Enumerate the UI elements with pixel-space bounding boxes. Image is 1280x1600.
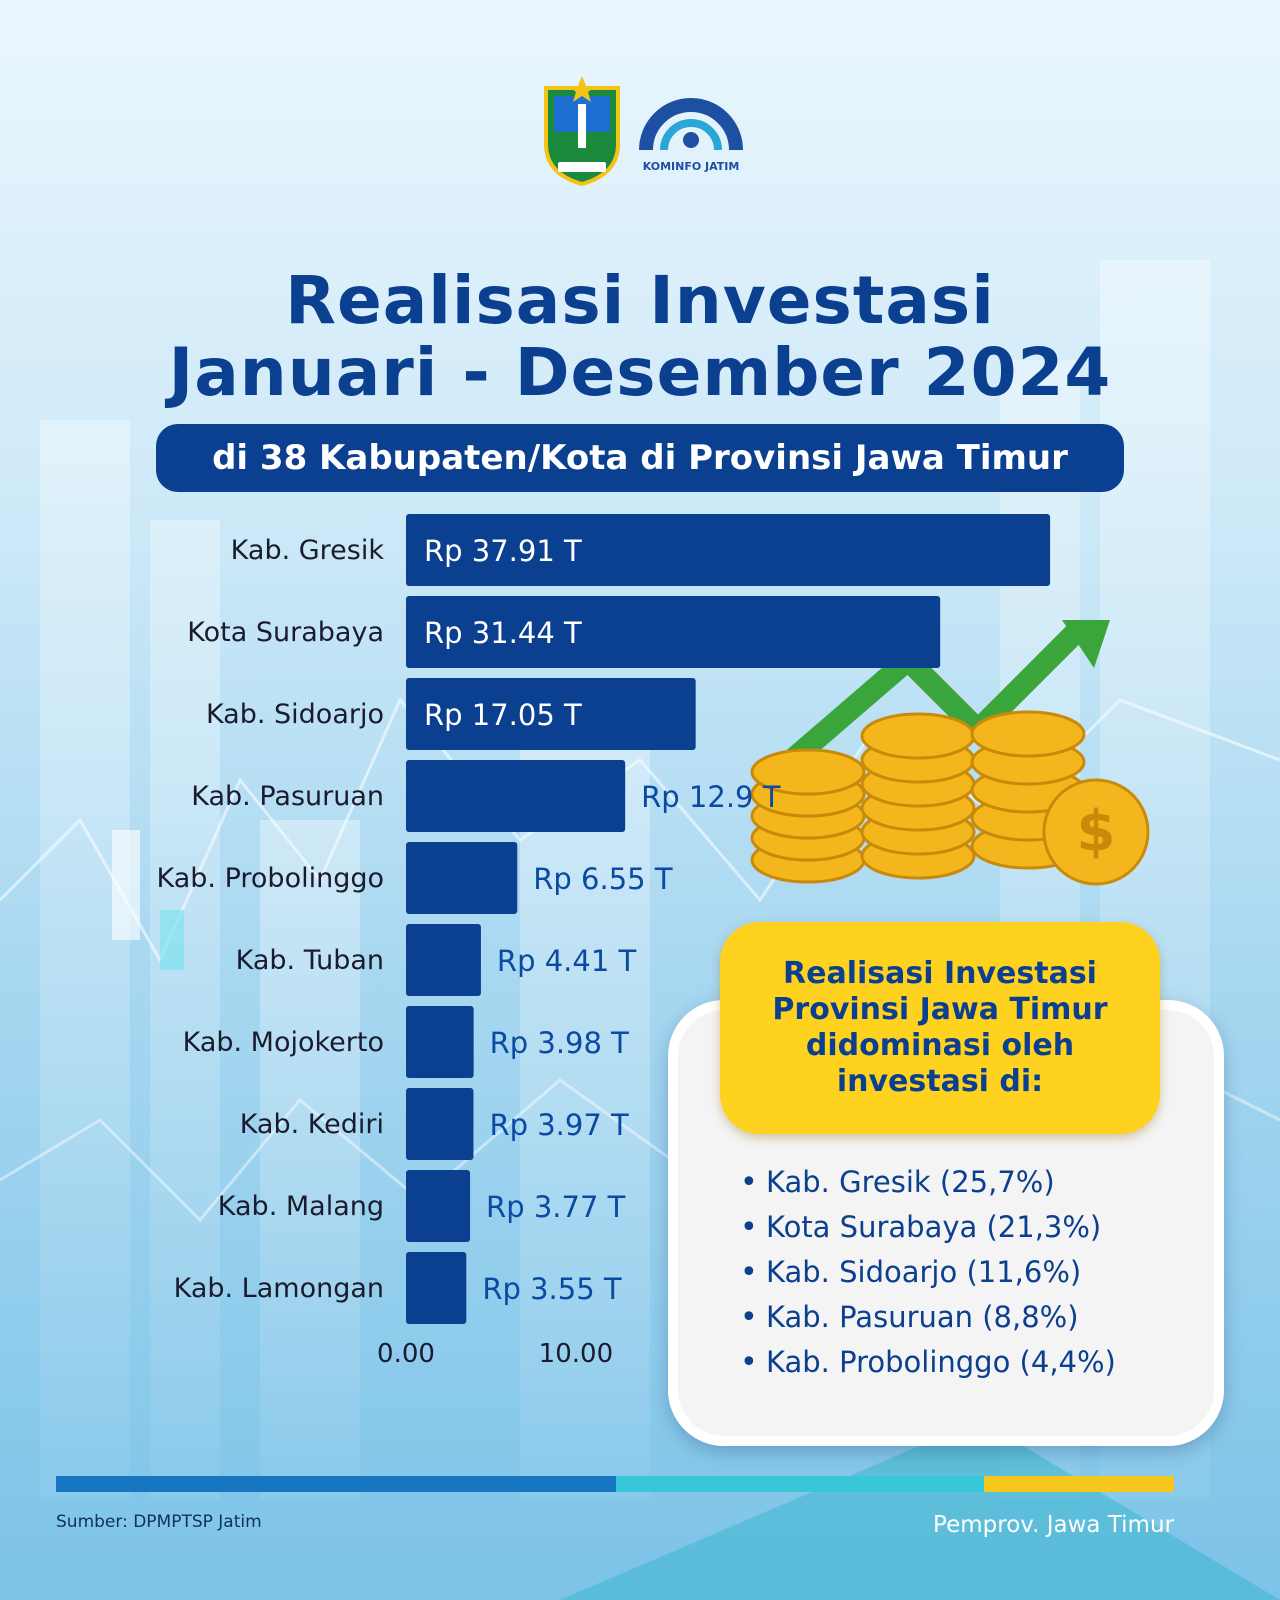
- bar: [406, 924, 481, 996]
- publisher-label: Pemprov. Jawa Timur: [933, 1512, 1174, 1538]
- footer-stripe-yellow: [984, 1476, 1174, 1492]
- footer-stripe-blue: [56, 1476, 616, 1492]
- x-tick-label: 0.00: [377, 1339, 435, 1369]
- category-label: Kab. Lamongan: [174, 1273, 384, 1304]
- category-label: Kab. Mojokerto: [183, 1027, 384, 1058]
- info-heading: Realisasi Investasi Provinsi Jawa Timur …: [772, 956, 1108, 1099]
- source-note: Sumber: DPMPTSP Jatim: [56, 1512, 262, 1532]
- bar: [406, 842, 518, 914]
- category-label: Kab. Gresik: [231, 535, 385, 566]
- data-label: Rp 3.98 T: [490, 1026, 630, 1060]
- svg-text:$: $: [1077, 799, 1116, 864]
- kominfo-jatim-logo: KOMINFO JATIM: [639, 98, 743, 173]
- bar: [406, 1006, 474, 1078]
- bar: [406, 678, 696, 750]
- bar: [406, 1088, 474, 1160]
- bar: [406, 1252, 467, 1324]
- data-label: Rp 6.55 T: [533, 862, 673, 896]
- list-item: Kab. Sidoarjo (11,6%): [740, 1250, 1180, 1295]
- data-label: Rp 3.77 T: [486, 1190, 626, 1224]
- list-item: Kab. Probolinggo (4,4%): [740, 1340, 1180, 1385]
- coins-growth-illustration: $: [750, 620, 1150, 886]
- data-label: Rp 17.05 T: [424, 698, 582, 732]
- data-label: Rp 3.55 T: [482, 1272, 622, 1306]
- footer-stripe-teal: [616, 1476, 984, 1492]
- bar: [406, 760, 626, 832]
- category-label: Kab. Pasuruan: [191, 781, 384, 812]
- bar: [406, 514, 1051, 586]
- category-label: Kab. Sidoarjo: [206, 699, 384, 730]
- data-label: Rp 31.44 T: [424, 616, 582, 650]
- info-heading-box: Realisasi Investasi Provinsi Jawa Timur …: [720, 922, 1160, 1134]
- data-label: Rp 3.97 T: [489, 1108, 629, 1142]
- subtitle-banner: di 38 Kabupaten/Kota di Provinsi Jawa Ti…: [156, 424, 1124, 492]
- category-label: Kab. Tuban: [236, 945, 384, 976]
- kominfo-logo-text: KOMINFO JATIM: [643, 160, 740, 173]
- data-label: Rp 12.9 T: [641, 780, 781, 814]
- info-list: Kab. Gresik (25,7%) Kota Surabaya (21,3%…: [740, 1160, 1180, 1385]
- page-title-line1: Realisasi Investasi: [285, 262, 995, 339]
- page-title-line2: Januari - Desember 2024: [168, 334, 1112, 411]
- list-item: Kab. Pasuruan (8,8%): [740, 1295, 1180, 1340]
- category-label: Kota Surabaya: [187, 617, 384, 648]
- list-item: Kab. Gresik (25,7%): [740, 1160, 1180, 1205]
- list-item: Kota Surabaya (21,3%): [740, 1205, 1180, 1250]
- x-tick-label: 10.00: [539, 1339, 613, 1369]
- bar: [406, 1170, 471, 1242]
- category-label: Kab. Kediri: [240, 1109, 384, 1140]
- data-label: Rp 4.41 T: [497, 944, 637, 978]
- category-label: Kab. Malang: [218, 1191, 384, 1222]
- data-label: Rp 37.91 T: [424, 534, 582, 568]
- coat-of-arms-logo: [544, 76, 620, 186]
- category-label: Kab. Probolinggo: [157, 863, 384, 894]
- bar: [406, 596, 941, 668]
